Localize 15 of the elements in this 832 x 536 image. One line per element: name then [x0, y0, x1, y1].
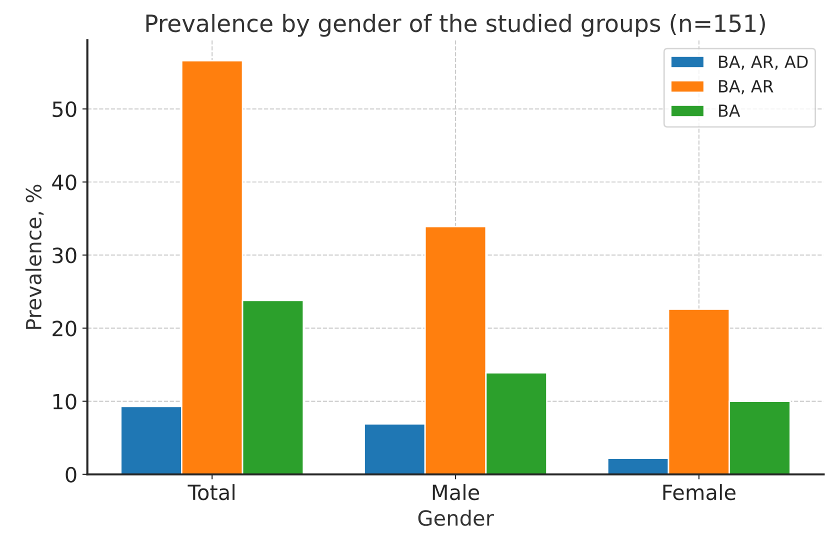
x-tick-label: Male	[432, 484, 480, 500]
y-tick-label: 10	[53, 394, 76, 410]
chart-title: Prevalence by gender of the studied groups (n=151)	[146, 14, 765, 37]
y-axis-title: Prevalence, %	[25, 184, 44, 329]
y-tick-label: 30	[52, 248, 76, 264]
legend-label: BA, AR, AD	[719, 56, 808, 70]
y-tick-label: 20	[52, 320, 76, 336]
x-axis-title: Gender	[418, 510, 494, 526]
x-tick-label: Total	[188, 484, 234, 500]
x-tick-label: Female	[663, 484, 736, 500]
legend-label: BA, AR	[719, 80, 774, 94]
y-tick-label: 40	[52, 174, 76, 190]
y-tick-label: 50	[52, 101, 76, 118]
y-tick-label: 0	[66, 466, 76, 483]
legend-label: BA	[719, 104, 740, 117]
